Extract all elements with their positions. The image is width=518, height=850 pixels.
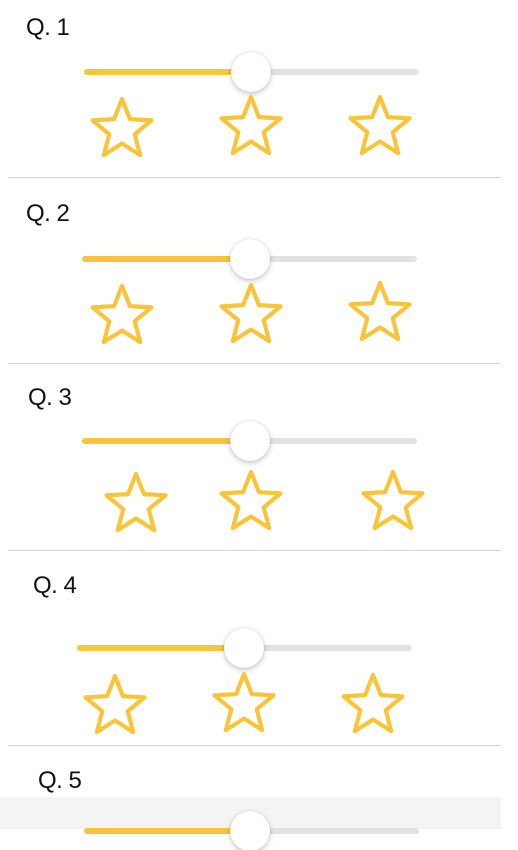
question-label: Q. 2 — [26, 200, 70, 227]
question-label: Q. 5 — [38, 767, 82, 794]
question-2: Q. 2 — [0, 178, 518, 363]
star-icon[interactable] — [345, 279, 415, 349]
question-3: Q. 3 — [0, 364, 518, 550]
star-icon[interactable] — [216, 468, 286, 538]
question-4: Q. 4 — [0, 551, 518, 746]
rating-slider[interactable] — [84, 52, 419, 92]
star-icon[interactable] — [358, 468, 428, 538]
rating-slider[interactable] — [77, 628, 412, 668]
slider-thumb[interactable] — [231, 52, 271, 92]
question-label: Q. 3 — [28, 384, 72, 411]
slider-thumb[interactable] — [224, 628, 264, 668]
star-icon[interactable] — [338, 671, 408, 741]
divider — [8, 177, 501, 178]
star-icon[interactable] — [87, 95, 157, 165]
slider-fill — [77, 645, 244, 651]
divider — [8, 363, 501, 364]
rating-slider[interactable] — [82, 239, 417, 279]
question-5: Q. 5 — [0, 746, 518, 850]
rating-slider[interactable] — [84, 811, 419, 850]
slider-thumb[interactable] — [230, 811, 270, 850]
slider-thumb[interactable] — [230, 421, 270, 461]
question-1: Q. 1 — [0, 0, 518, 178]
star-icon[interactable] — [101, 470, 171, 540]
slider-fill — [84, 828, 250, 834]
slider-fill — [82, 438, 250, 444]
slider-thumb[interactable] — [230, 239, 270, 279]
question-label: Q. 1 — [26, 14, 70, 41]
slider-fill — [82, 256, 250, 262]
rating-slider[interactable] — [82, 421, 417, 461]
star-icon[interactable] — [216, 281, 286, 351]
divider — [8, 550, 501, 551]
slider-fill — [84, 69, 251, 75]
star-icon[interactable] — [345, 93, 415, 163]
star-icon[interactable] — [216, 93, 286, 163]
star-icon[interactable] — [209, 670, 279, 740]
divider — [8, 745, 501, 746]
question-label: Q. 4 — [33, 572, 77, 599]
star-icon[interactable] — [80, 672, 150, 742]
star-icon[interactable] — [87, 282, 157, 352]
